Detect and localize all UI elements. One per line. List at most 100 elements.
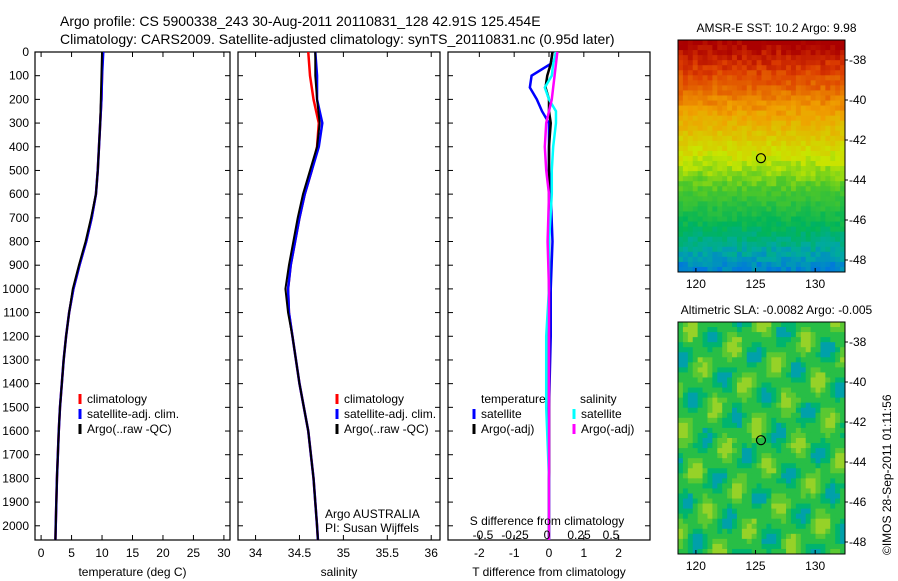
map-cell — [702, 241, 708, 248]
map-cell — [678, 166, 684, 172]
map-cell — [820, 95, 826, 102]
map-cell — [697, 226, 704, 233]
map-cell — [746, 236, 753, 243]
map-cell — [727, 548, 733, 555]
map-cell — [712, 221, 718, 228]
map-cell — [727, 95, 733, 102]
map-cell — [712, 231, 718, 238]
map-cell — [707, 226, 713, 233]
map-cell — [840, 488, 846, 494]
map-cell — [727, 201, 733, 207]
map-cell — [736, 463, 743, 469]
map-cell — [722, 478, 728, 484]
map-cell — [732, 246, 738, 253]
map-cell — [771, 221, 777, 228]
map-cell — [732, 196, 738, 202]
map-cell — [835, 216, 841, 223]
map-cell — [682, 186, 689, 192]
map-cell — [756, 80, 762, 86]
map-cell — [682, 438, 689, 444]
legend-title-salinity: salinity — [580, 392, 617, 406]
map-cell — [800, 367, 807, 373]
map-cell — [776, 266, 782, 273]
map-cell — [820, 468, 826, 474]
map-cell — [682, 463, 689, 469]
map-cell — [815, 186, 821, 192]
map-cell — [707, 473, 713, 479]
map-cell — [707, 166, 713, 172]
map-cell — [761, 80, 767, 86]
map-cell — [697, 382, 704, 389]
map-cell — [751, 503, 758, 510]
map-cell — [810, 226, 817, 233]
map-cell — [697, 543, 704, 550]
map-cell — [830, 256, 836, 263]
map-cell — [835, 241, 841, 248]
map-cell — [761, 176, 767, 182]
map-cell — [687, 397, 694, 404]
map-cell — [810, 453, 817, 459]
map-cell — [795, 508, 802, 515]
map-cell — [707, 221, 713, 228]
map-cell — [722, 432, 728, 439]
map-cell — [771, 543, 777, 550]
map-cell — [825, 55, 831, 61]
map-cell — [766, 508, 772, 515]
map-cell — [756, 140, 762, 147]
map-cell — [702, 473, 708, 479]
map-cell — [712, 186, 718, 192]
map-cell — [707, 397, 713, 404]
map-cell — [810, 478, 817, 484]
map-cell — [800, 206, 807, 212]
map-cell — [805, 100, 812, 107]
map-cell — [751, 150, 758, 157]
map-cell — [687, 156, 694, 162]
map-cell — [800, 347, 807, 353]
x-tick-label: 10 — [95, 546, 109, 560]
map-cell — [727, 417, 733, 424]
map-cell — [727, 60, 733, 66]
map-cell — [678, 95, 684, 102]
map-cell — [727, 518, 733, 525]
map-cell — [741, 120, 748, 127]
map-cell — [741, 357, 748, 363]
map-cell — [795, 50, 802, 56]
map-cell — [781, 382, 787, 389]
map-cell — [727, 40, 733, 46]
map-cell — [810, 548, 817, 555]
map-cell — [835, 357, 841, 363]
map-cell — [766, 523, 772, 530]
map-cell — [771, 372, 777, 378]
map-cell — [820, 100, 826, 107]
map-cell — [736, 362, 743, 368]
map-cell — [707, 453, 713, 459]
map-cell — [736, 443, 743, 449]
map-cell — [820, 65, 826, 71]
map-cell — [741, 266, 748, 273]
map-cell — [776, 90, 782, 96]
map-cell — [766, 367, 772, 373]
map-cell — [835, 40, 841, 46]
map-cell — [678, 85, 684, 91]
map-cell — [751, 422, 758, 429]
map-cell — [786, 125, 792, 132]
map-cell — [746, 528, 753, 535]
map-cell — [712, 246, 718, 253]
map-cell — [820, 45, 826, 51]
map-cell — [702, 120, 708, 127]
map-cell — [692, 60, 699, 66]
map-cell — [702, 347, 708, 353]
map-cell — [761, 115, 767, 122]
map-cell — [722, 473, 728, 479]
map-cell — [751, 508, 758, 515]
map-cell — [805, 226, 812, 233]
map-cell — [707, 206, 713, 212]
map-cell — [736, 85, 743, 91]
map-cell — [751, 483, 758, 489]
map-cell — [736, 397, 743, 404]
map-cell — [712, 216, 718, 223]
map-cell — [776, 70, 782, 76]
map-cell — [717, 130, 723, 137]
map-cell — [825, 70, 831, 76]
map-cell — [790, 427, 797, 434]
